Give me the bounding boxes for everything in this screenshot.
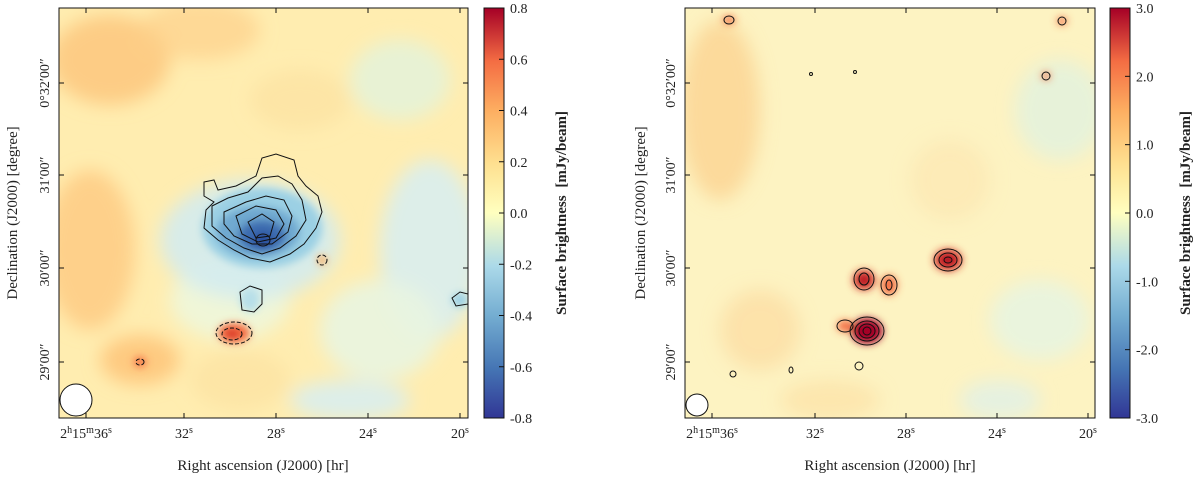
right-colorbar-label: Surface brightness — [1178, 195, 1194, 315]
colorbar-tick-label: 0.2 — [510, 156, 528, 171]
y-tick-label: 31′00″ — [38, 156, 53, 193]
x-tick-label: 24s — [359, 425, 377, 442]
y-tick-label: 0°32′00″ — [664, 58, 679, 108]
colorbar-tick-label: 0.8 — [510, 2, 528, 17]
right-colorbar-unit: [mJy/beam] — [1178, 111, 1194, 188]
y-tick-label: 30′00″ — [38, 249, 53, 286]
colorbar-tick-label: 0.0 — [510, 207, 528, 222]
colorbar-tick-label: 1.0 — [1136, 139, 1154, 154]
right-axis-ticks: 2h15m36s 32s 28s 24s 20s 0°32′00″ 31′00″ 30′00″… — [664, 8, 1097, 442]
colorbar-tick-label: -2.0 — [1136, 344, 1158, 359]
x-tick-label: 20s — [1079, 425, 1097, 442]
left-axis-ticks: 2h15m36s 32s 28s 24s 20s 0°32′00″ 31′00″ 30′00″… — [38, 8, 469, 442]
beam-ellipse — [59, 383, 93, 417]
svg-text:Surface brightness [mJy/: Surface brightness [mJy/beam] — [554, 111, 570, 315]
colorbar-tick-label: 2.0 — [1136, 70, 1154, 85]
x-tick-label: 28s — [897, 425, 915, 442]
x-tick-label: 28s — [267, 425, 285, 442]
y-tick-label: 29′00″ — [38, 343, 53, 380]
colorbar-tick-label: 3.0 — [1136, 2, 1154, 17]
left-colorbar-unit: [mJy/beam] — [554, 111, 570, 188]
x-tick-label: 24s — [988, 425, 1006, 442]
x-tick-label: 20s — [451, 425, 469, 442]
colorbar-tick-label: -0.6 — [510, 361, 532, 376]
y-tick-label: 30′00″ — [664, 249, 679, 286]
right-map-image — [685, 8, 1095, 418]
colorbar-tick-label: 0.0 — [1136, 207, 1154, 222]
right-colorbar: 3.0 2.0 1.0 0.0 -1.0 -2.0 -3.0 Surface brightn… — [1109, 2, 1194, 427]
left-map-image — [59, 8, 468, 418]
colorbar-tick-label: -3.0 — [1136, 412, 1158, 427]
x-tick-label: 2h15m36s — [60, 425, 112, 442]
y-tick-label: 0°32′00″ — [38, 58, 53, 108]
colorbar-tick-label: -0.8 — [510, 412, 532, 427]
colorbar-tick-label: 0.4 — [510, 105, 528, 120]
left-ylabel: Declination (J2000) [degree] — [5, 126, 21, 299]
colorbar-tick-label: -0.4 — [510, 310, 532, 325]
x-tick-label: 2h15m36s — [686, 425, 738, 442]
svg-text:Surface brightness [mJy/: Surface brightness [mJy/beam] — [1178, 111, 1194, 315]
colorbar-tick-label: -0.2 — [510, 258, 532, 273]
left-map-panel: 2h15m36s 32s 28s 24s 20s 0°32′00″ 31′00″ 30′00″… — [38, 7, 469, 442]
left-colorbar: 0.8 0.6 0.4 0.2 0.0 -0.2 -0.4 -0.6 -0.8 Surface … — [483, 2, 570, 427]
x-tick-label: 32s — [175, 425, 193, 442]
y-tick-label: 29′00″ — [664, 343, 679, 380]
right-ylabel: Declination (J2000) [degree] — [633, 126, 649, 299]
left-xlabel: Right ascension (J2000) [hr] — [177, 458, 348, 474]
y-tick-label: 31′00″ — [664, 156, 679, 193]
colorbar-tick-label: -1.0 — [1136, 275, 1158, 290]
x-tick-label: 32s — [806, 425, 824, 442]
right-map-panel: 2h15m36s 32s 28s 24s 20s 0°32′00″ 31′00″ 30′00″… — [664, 7, 1097, 442]
beam-ellipse-right — [685, 393, 709, 417]
left-colorbar-label: Surface brightness — [554, 195, 570, 315]
right-xlabel: Right ascension (J2000) [hr] — [804, 458, 975, 474]
colorbar-tick-label: 0.6 — [510, 53, 528, 68]
